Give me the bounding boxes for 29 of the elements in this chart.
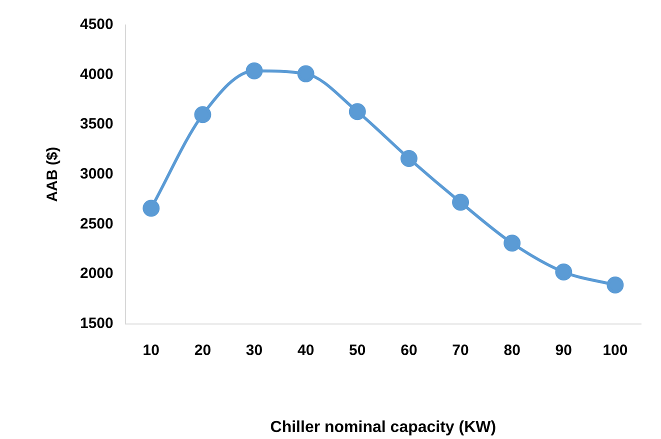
y-tick-label: 1500 xyxy=(80,314,114,332)
x-tick-label: 10 xyxy=(142,342,160,359)
point xyxy=(555,264,572,281)
point xyxy=(348,103,366,120)
y-tick-label: 2000 xyxy=(80,265,114,282)
x-tick-label: 30 xyxy=(246,342,263,359)
point xyxy=(606,276,624,294)
x-tick-label: 100 xyxy=(602,342,628,359)
point xyxy=(400,150,418,167)
x-tick-label: 90 xyxy=(555,342,572,359)
x-tick-label: 60 xyxy=(400,342,418,359)
point xyxy=(297,65,314,82)
x-tick-label: 80 xyxy=(504,342,520,359)
point xyxy=(504,234,521,252)
x-tick-label: 50 xyxy=(349,342,366,359)
x-tick-label: 20 xyxy=(194,342,212,359)
x-axis-title: Chiller nominal capacity (KW) xyxy=(270,418,496,436)
point xyxy=(452,194,470,211)
point xyxy=(246,62,263,80)
point xyxy=(194,106,212,124)
y-tick-label: 3500 xyxy=(80,116,114,133)
x-tick-label: 40 xyxy=(297,342,314,359)
y-tick-label: 3000 xyxy=(80,166,114,183)
x-tick-label: 70 xyxy=(452,342,469,359)
y-tick-label: 4000 xyxy=(80,66,114,83)
y-tick-label: 2500 xyxy=(80,215,114,232)
y-axis-title: AAB ($) xyxy=(44,146,62,202)
y-tick-label: 4500 xyxy=(80,16,114,34)
point xyxy=(142,200,160,217)
